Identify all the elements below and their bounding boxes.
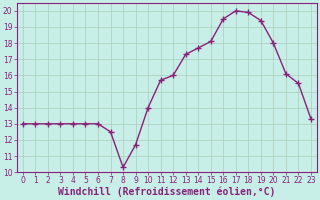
X-axis label: Windchill (Refroidissement éolien,°C): Windchill (Refroidissement éolien,°C) [58, 187, 276, 197]
